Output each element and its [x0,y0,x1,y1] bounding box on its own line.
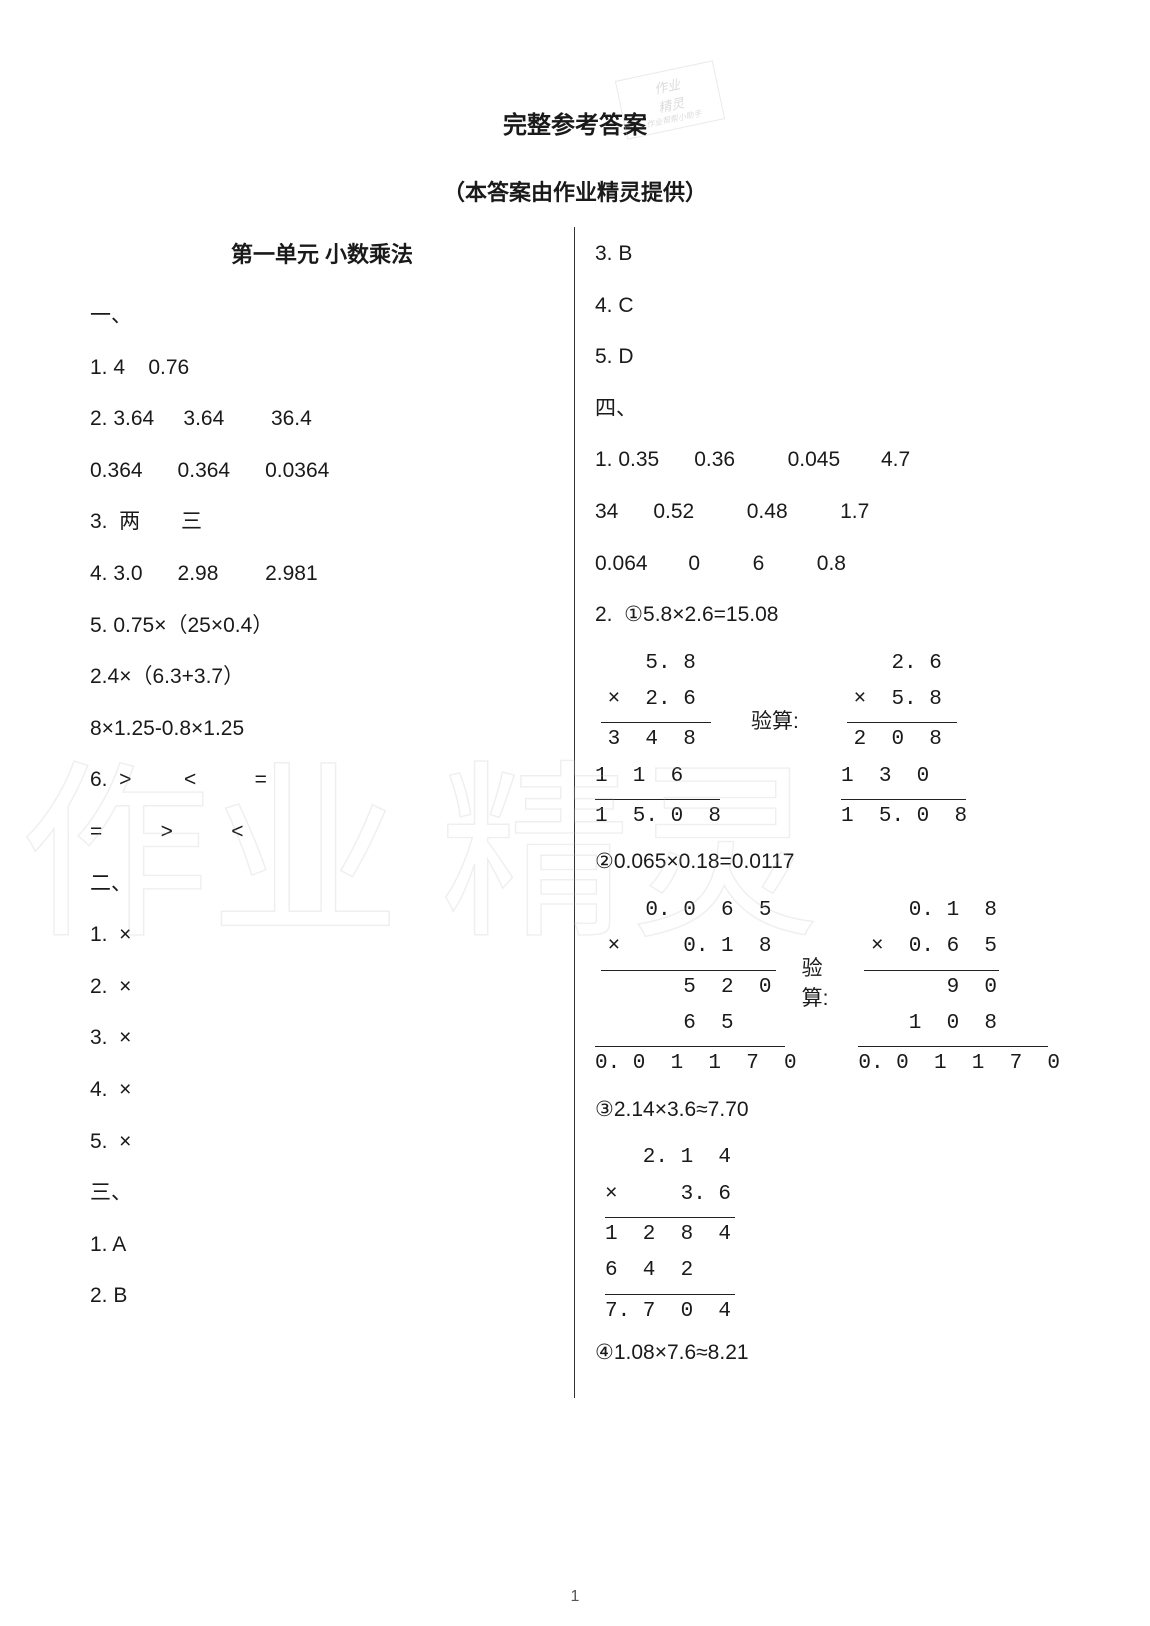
answer-line: 34 0.52 0.48 1.7 [595,495,1060,529]
calc-line: 3 4 8 [595,726,721,754]
calc-line: × 0. 1 8 [595,933,797,961]
calc-rule [847,722,957,723]
answer-line: 4. C [595,289,1060,323]
verify-label-wrap: 验算: [751,650,811,840]
calc-line: 2. 1 4 [605,1144,1060,1172]
unit-title: 第一单元 小数乘法 [90,237,554,269]
content-area: 第一单元 小数乘法 一、 1. 4 0.76 2. 3.64 3.64 36.4… [0,207,1150,1398]
page-header: 完整参考答案 （本答案由作业精灵提供） [0,0,1150,207]
calc-line: 1 1 6 [595,763,721,791]
calc-rule [605,1294,735,1295]
answer-line: 3. × [90,1021,554,1055]
calc-rule [595,1046,785,1047]
right-column: 3. B 4. C 5. D 四、 1. 0.35 0.36 0.045 4.7… [575,227,1080,1398]
calc-line: × 5. 8 [841,686,967,714]
calc-rule [601,722,711,723]
answer-line: 2.4×（6.3+3.7） [90,660,554,694]
calc-rule [595,799,720,800]
answer-line: 2. × [90,970,554,1004]
calculation-row-2: 0. 0 6 5 × 0. 1 8 5 2 0 6 5 0. 0 1 1 7 0… [595,897,1060,1087]
section-1-heading: 一、 [90,299,554,333]
calc-line: × 2. 6 [595,686,721,714]
answer-line: 5. 0.75×（25×0.4） [90,609,554,643]
answer-line: 8×1.25-0.8×1.25 [90,712,554,746]
calc-line: 7. 7 0 4 [605,1298,1060,1326]
answer-line: 1. A [90,1228,554,1262]
answer-line: 5. × [90,1125,554,1159]
section-2-heading: 二、 [90,867,554,901]
calc-line: 0. 0 1 1 7 0 [858,1050,1060,1078]
calc-line: 0. 1 8 [858,897,1060,925]
answer-line: = > < [90,815,554,849]
calc-rule [858,1046,1048,1047]
calc-line: 9 0 [858,974,1060,1002]
calc-rule [864,970,999,971]
page-number: 1 [571,1588,580,1606]
calc-line: 1 0 8 [858,1010,1060,1038]
answer-line: 1. 0.35 0.36 0.045 4.7 [595,443,1060,477]
calc-line: 6 4 2 [605,1257,1060,1285]
calculation-2a: 0. 0 6 5 × 0. 1 8 5 2 0 6 5 0. 0 1 1 7 0 [595,897,797,1087]
answer-line: 4. × [90,1073,554,1107]
calc-line: × 3. 6 [605,1181,1060,1209]
calc-line: 1 5. 0 8 [841,803,967,831]
section-3-heading: 三、 [90,1176,554,1210]
calc-line: 0. 0 6 5 [595,897,797,925]
calculation-row-1: 5. 8 × 2. 6 3 4 8 1 1 6 1 5. 0 8 验算: 2. … [595,650,1060,840]
calculation-1a: 5. 8 × 2. 6 3 4 8 1 1 6 1 5. 0 8 [595,650,721,840]
answer-line: 1. 4 0.76 [90,351,554,385]
calc-rule [605,1217,735,1218]
answer-line: 0.064 0 6 0.8 [595,547,1060,581]
calc-line: 5. 8 [595,650,721,678]
answer-line: 2. 3.64 3.64 36.4 [90,402,554,436]
answer-line: ②0.065×0.18=0.0117 [595,845,1060,879]
answer-line: 6. > < = [90,763,554,797]
calc-line: 2. 6 [841,650,967,678]
left-column: 第一单元 小数乘法 一、 1. 4 0.76 2. 3.64 3.64 36.4… [70,227,575,1398]
calc-rule [601,970,776,971]
answer-line: ④1.08×7.6≈8.21 [595,1336,1060,1370]
verify-label: 验算: [802,952,829,1012]
calculation-2b: 0. 1 8 × 0. 6 5 9 0 1 0 8 0. 0 1 1 7 0 [858,897,1060,1087]
calc-line: 2 0 8 [841,726,967,754]
answer-line: 0.364 0.364 0.0364 [90,454,554,488]
answer-line: 5. D [595,340,1060,374]
verify-label: 验算: [751,705,799,735]
answer-line: 3. 两 三 [90,505,554,539]
calc-line: 0. 0 1 1 7 0 [595,1050,797,1078]
answer-line: 2. ①5.8×2.6=15.08 [595,598,1060,632]
section-4-heading: 四、 [595,392,1060,426]
calc-line: 1 3 0 [841,763,967,791]
answer-line: 1. × [90,918,554,952]
calc-rule [841,799,966,800]
page-subtitle: （本答案由作业精灵提供） [0,175,1150,207]
calc-line: × 0. 6 5 [858,933,1060,961]
calc-line: 1 5. 0 8 [595,803,721,831]
calculation-1b: 2. 6 × 5. 8 2 0 8 1 3 0 1 5. 0 8 [841,650,967,840]
answer-line: 2. B [90,1279,554,1313]
verify-label-wrap: 验算: [827,897,829,1087]
answer-line: 4. 3.0 2.98 2.981 [90,557,554,591]
calc-line: 6 5 [595,1010,797,1038]
calculation-3: 2. 1 4 × 3. 6 1 2 8 4 6 4 2 7. 7 0 4 [605,1144,1060,1326]
answer-line: ③2.14×3.6≈7.70 [595,1093,1060,1127]
answer-line: 3. B [595,237,1060,271]
calc-line: 1 2 8 4 [605,1221,1060,1249]
calc-line: 5 2 0 [595,974,797,1002]
